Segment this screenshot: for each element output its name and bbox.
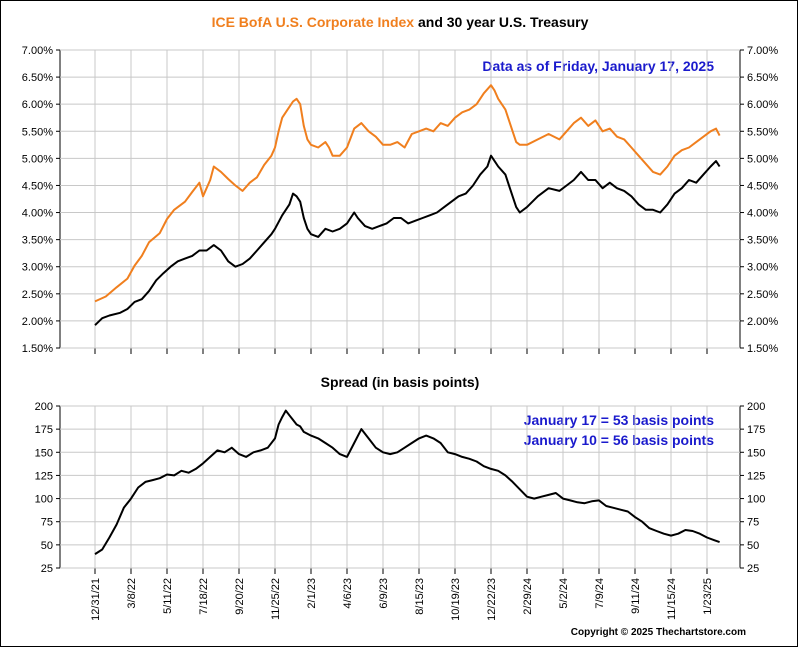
y-tick-label-left: 2.50%: [22, 289, 53, 301]
y-tick-label-right: 175: [747, 424, 765, 436]
y-tick-label-right: 2.00%: [747, 316, 778, 328]
x-tick-label: 9/11/24: [630, 578, 642, 614]
y-tick-label-left: 6.00%: [22, 99, 53, 111]
y-tick-label-right: 150: [747, 447, 765, 459]
y-tick-label-right: 7.00%: [747, 45, 778, 57]
x-tick-label: 12/31/21: [90, 578, 102, 621]
y-tick-label-right: 5.00%: [747, 153, 778, 165]
x-tick-label: 8/15/23: [414, 578, 426, 615]
x-tick-label: 10/19/23: [450, 578, 462, 621]
y-tick-label-left: 3.00%: [22, 262, 53, 274]
series-line-ice-bofa-u-s-corporate-index: [94, 84, 721, 303]
x-tick-label: 7/9/24: [594, 578, 606, 609]
y-tick-label-left: 4.00%: [22, 208, 53, 220]
series-line-30-year-u-s-treasury: [94, 154, 721, 326]
y-tick-label-right: 100: [747, 494, 765, 506]
title-treasury: and 30 year U.S. Treasury: [417, 14, 589, 30]
y-tick-label-left: 4.50%: [22, 180, 53, 192]
y-tick-label-left: 125: [35, 470, 53, 482]
y-tick-label-left: 5.50%: [22, 126, 53, 138]
y-tick-label-left: 50: [41, 540, 53, 552]
chart-title: ICE BofA U.S. Corporate Index and 30 yea…: [0, 14, 800, 30]
y-tick-label-right: 4.50%: [747, 180, 778, 192]
y-tick-label-right: 200: [747, 401, 765, 413]
y-tick-label-left: 200: [35, 401, 53, 413]
x-tick-label: 1/23/25: [702, 578, 714, 615]
x-tick-label: 12/22/23: [486, 578, 498, 621]
copyright: Copyright © 2025 Thechartstore.com: [570, 627, 746, 638]
plot-area-1: [59, 405, 741, 569]
y-tick-label-right: 3.50%: [747, 235, 778, 247]
series-line-spread: [94, 409, 720, 555]
y-tick-label-left: 100: [35, 494, 53, 506]
x-tick-label: 2/29/24: [522, 578, 534, 615]
x-tick-label: 3/8/22: [126, 578, 138, 609]
y-tick-label-right: 50: [747, 540, 759, 552]
title-corporate-index: ICE BofA U.S. Corporate Index: [211, 14, 415, 30]
x-tick-label: 7/18/22: [198, 578, 210, 615]
x-tick-label: 5/11/22: [162, 578, 174, 614]
spread-note-jan10: January 10 = 56 basis points: [523, 432, 714, 448]
x-tick-label: 11/25/22: [270, 578, 282, 620]
spread-title: Spread (in basis points): [320, 374, 480, 390]
y-tick-label-left: 3.50%: [22, 235, 53, 247]
y-tick-label-left: 1.50%: [22, 343, 53, 355]
y-tick-label-right: 2.50%: [747, 289, 778, 301]
y-tick-label-right: 3.00%: [747, 262, 778, 274]
y-tick-label-right: 25: [747, 563, 759, 575]
y-tick-label-right: 1.50%: [747, 343, 778, 355]
y-tick-label-right: 6.50%: [747, 72, 778, 84]
y-tick-label-right: 75: [747, 517, 759, 529]
y-tick-label-right: 4.00%: [747, 208, 778, 220]
y-tick-label-left: 75: [41, 517, 53, 529]
y-tick-label-left: 2.00%: [22, 316, 53, 328]
y-tick-label-right: 125: [747, 470, 765, 482]
y-tick-label-left: 175: [35, 424, 53, 436]
x-tick-label: 2/1/23: [306, 578, 318, 609]
x-tick-label: 9/20/22: [234, 578, 246, 615]
spread-note-jan17: January 17 = 53 basis points: [523, 412, 714, 428]
x-tick-label: 11/15/24: [666, 578, 678, 620]
y-tick-label-left: 7.00%: [22, 45, 53, 57]
x-tick-label: 6/9/23: [378, 578, 390, 609]
data-as-of-note: Data as of Friday, January 17, 2025: [482, 58, 714, 74]
y-tick-label-left: 25: [41, 563, 53, 575]
y-tick-label-left: 5.00%: [22, 153, 53, 165]
y-tick-label-left: 6.50%: [22, 72, 53, 84]
x-tick-label: 4/6/23: [342, 578, 354, 609]
y-tick-label-left: 150: [35, 447, 53, 459]
y-tick-label-right: 5.50%: [747, 126, 778, 138]
x-tick-label: 5/2/24: [558, 578, 570, 609]
y-tick-label-right: 6.00%: [747, 99, 778, 111]
plot-area-0: [59, 49, 741, 349]
